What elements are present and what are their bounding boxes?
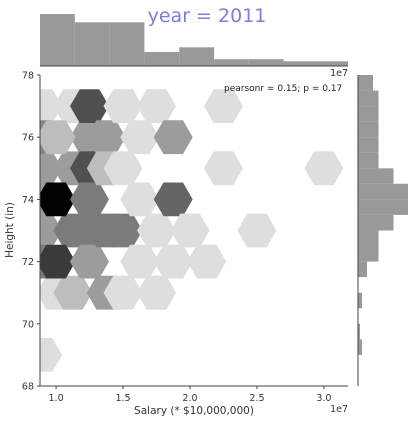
- hexbin: [70, 89, 109, 123]
- hexbin: [70, 244, 109, 279]
- right-marginal-histogram: [358, 75, 408, 355]
- right-hist-bar: [358, 261, 367, 278]
- right-hist-bar: [358, 75, 373, 91]
- top-hist-bar: [179, 47, 215, 66]
- hexbin: [40, 89, 63, 123]
- top-hist-bar: [214, 59, 249, 66]
- hexbin: [103, 213, 143, 248]
- x-tick-label: 1.0: [49, 393, 64, 404]
- hexbin: [153, 182, 193, 217]
- y-tick-label: 68: [22, 382, 34, 393]
- hexbin: [204, 89, 243, 123]
- x-tick-label: 3.0: [316, 393, 331, 404]
- right-hist-bar: [358, 121, 379, 138]
- hexbin: [120, 244, 160, 279]
- right-hist-bar: [358, 199, 408, 215]
- right-hist-bar: [358, 137, 379, 153]
- right-hist-bar: [358, 183, 408, 200]
- hexbin: [103, 151, 143, 186]
- x-tick-label: 1.5: [115, 393, 130, 404]
- hexbin: [103, 89, 143, 123]
- y-ticks: 68 70 72 74 76 78: [22, 71, 40, 393]
- hexbin: [40, 244, 76, 279]
- x-offset-label: 1e7: [330, 404, 348, 415]
- y-tick-label: 72: [22, 257, 34, 268]
- hexbin: [53, 275, 93, 310]
- y-tick-label: 78: [22, 71, 34, 82]
- top-hist-bar: [144, 52, 180, 66]
- top-hist-bar: [109, 22, 145, 66]
- right-hist-bar: [358, 106, 379, 122]
- right-hist-bar: [358, 214, 394, 231]
- top-hist-bar: [248, 59, 284, 66]
- hexbin: [187, 244, 227, 279]
- right-hist-bar: [358, 152, 379, 169]
- hexbin: [40, 182, 76, 217]
- y-tick-label: 74: [22, 195, 34, 206]
- hexbin: [153, 120, 193, 155]
- x-tick-label: 2.5: [249, 393, 264, 404]
- right-hist-bar: [358, 90, 379, 107]
- hexbin: [137, 213, 176, 248]
- hexbin: [40, 120, 76, 155]
- top-hist-bar: [74, 22, 110, 66]
- hexbin: [137, 275, 176, 310]
- hexbin: [40, 338, 63, 372]
- hexbin: [170, 213, 210, 248]
- hexbin: [86, 120, 126, 155]
- hexbin: [40, 151, 63, 186]
- right-hist-bar: [358, 292, 362, 309]
- y-tick-label: 76: [22, 133, 34, 144]
- y-axis-label: Height (in): [4, 202, 16, 258]
- right-hist-bar: [358, 230, 379, 246]
- x-ticks: 1.0 1.5 2.0 2.5 3.0: [49, 386, 331, 404]
- right-hist-bar: [358, 246, 379, 262]
- top-marginal-offset-label: 1e7: [330, 68, 348, 79]
- hexbin: [70, 182, 109, 217]
- hexbin: [204, 151, 243, 186]
- right-hist-bar: [358, 339, 362, 355]
- top-hist-bar: [40, 14, 75, 66]
- right-hist-bar: [358, 323, 360, 340]
- x-tick-label: 2.0: [182, 393, 197, 404]
- hexbin: [237, 213, 277, 248]
- hexbin: [137, 89, 176, 123]
- hexbin: [103, 275, 143, 310]
- y-tick-label: 70: [22, 319, 34, 330]
- chart-title: year = 2011: [148, 5, 267, 27]
- hexbin: [120, 182, 160, 217]
- hexbin: [120, 120, 160, 155]
- right-hist-bar: [358, 168, 394, 184]
- hexbin-area: [40, 89, 344, 372]
- hexbin: [40, 213, 63, 248]
- x-axis-label: Salary (* $10,000,000): [134, 405, 254, 417]
- top-marginal-histogram: [40, 14, 348, 66]
- hexbin: [304, 151, 344, 186]
- hexbin: [153, 244, 193, 279]
- top-hist-bar: [318, 61, 348, 66]
- pearson-annotation: pearsonr = 0.15; p = 0.17: [224, 84, 342, 94]
- top-hist-bar: [283, 61, 319, 66]
